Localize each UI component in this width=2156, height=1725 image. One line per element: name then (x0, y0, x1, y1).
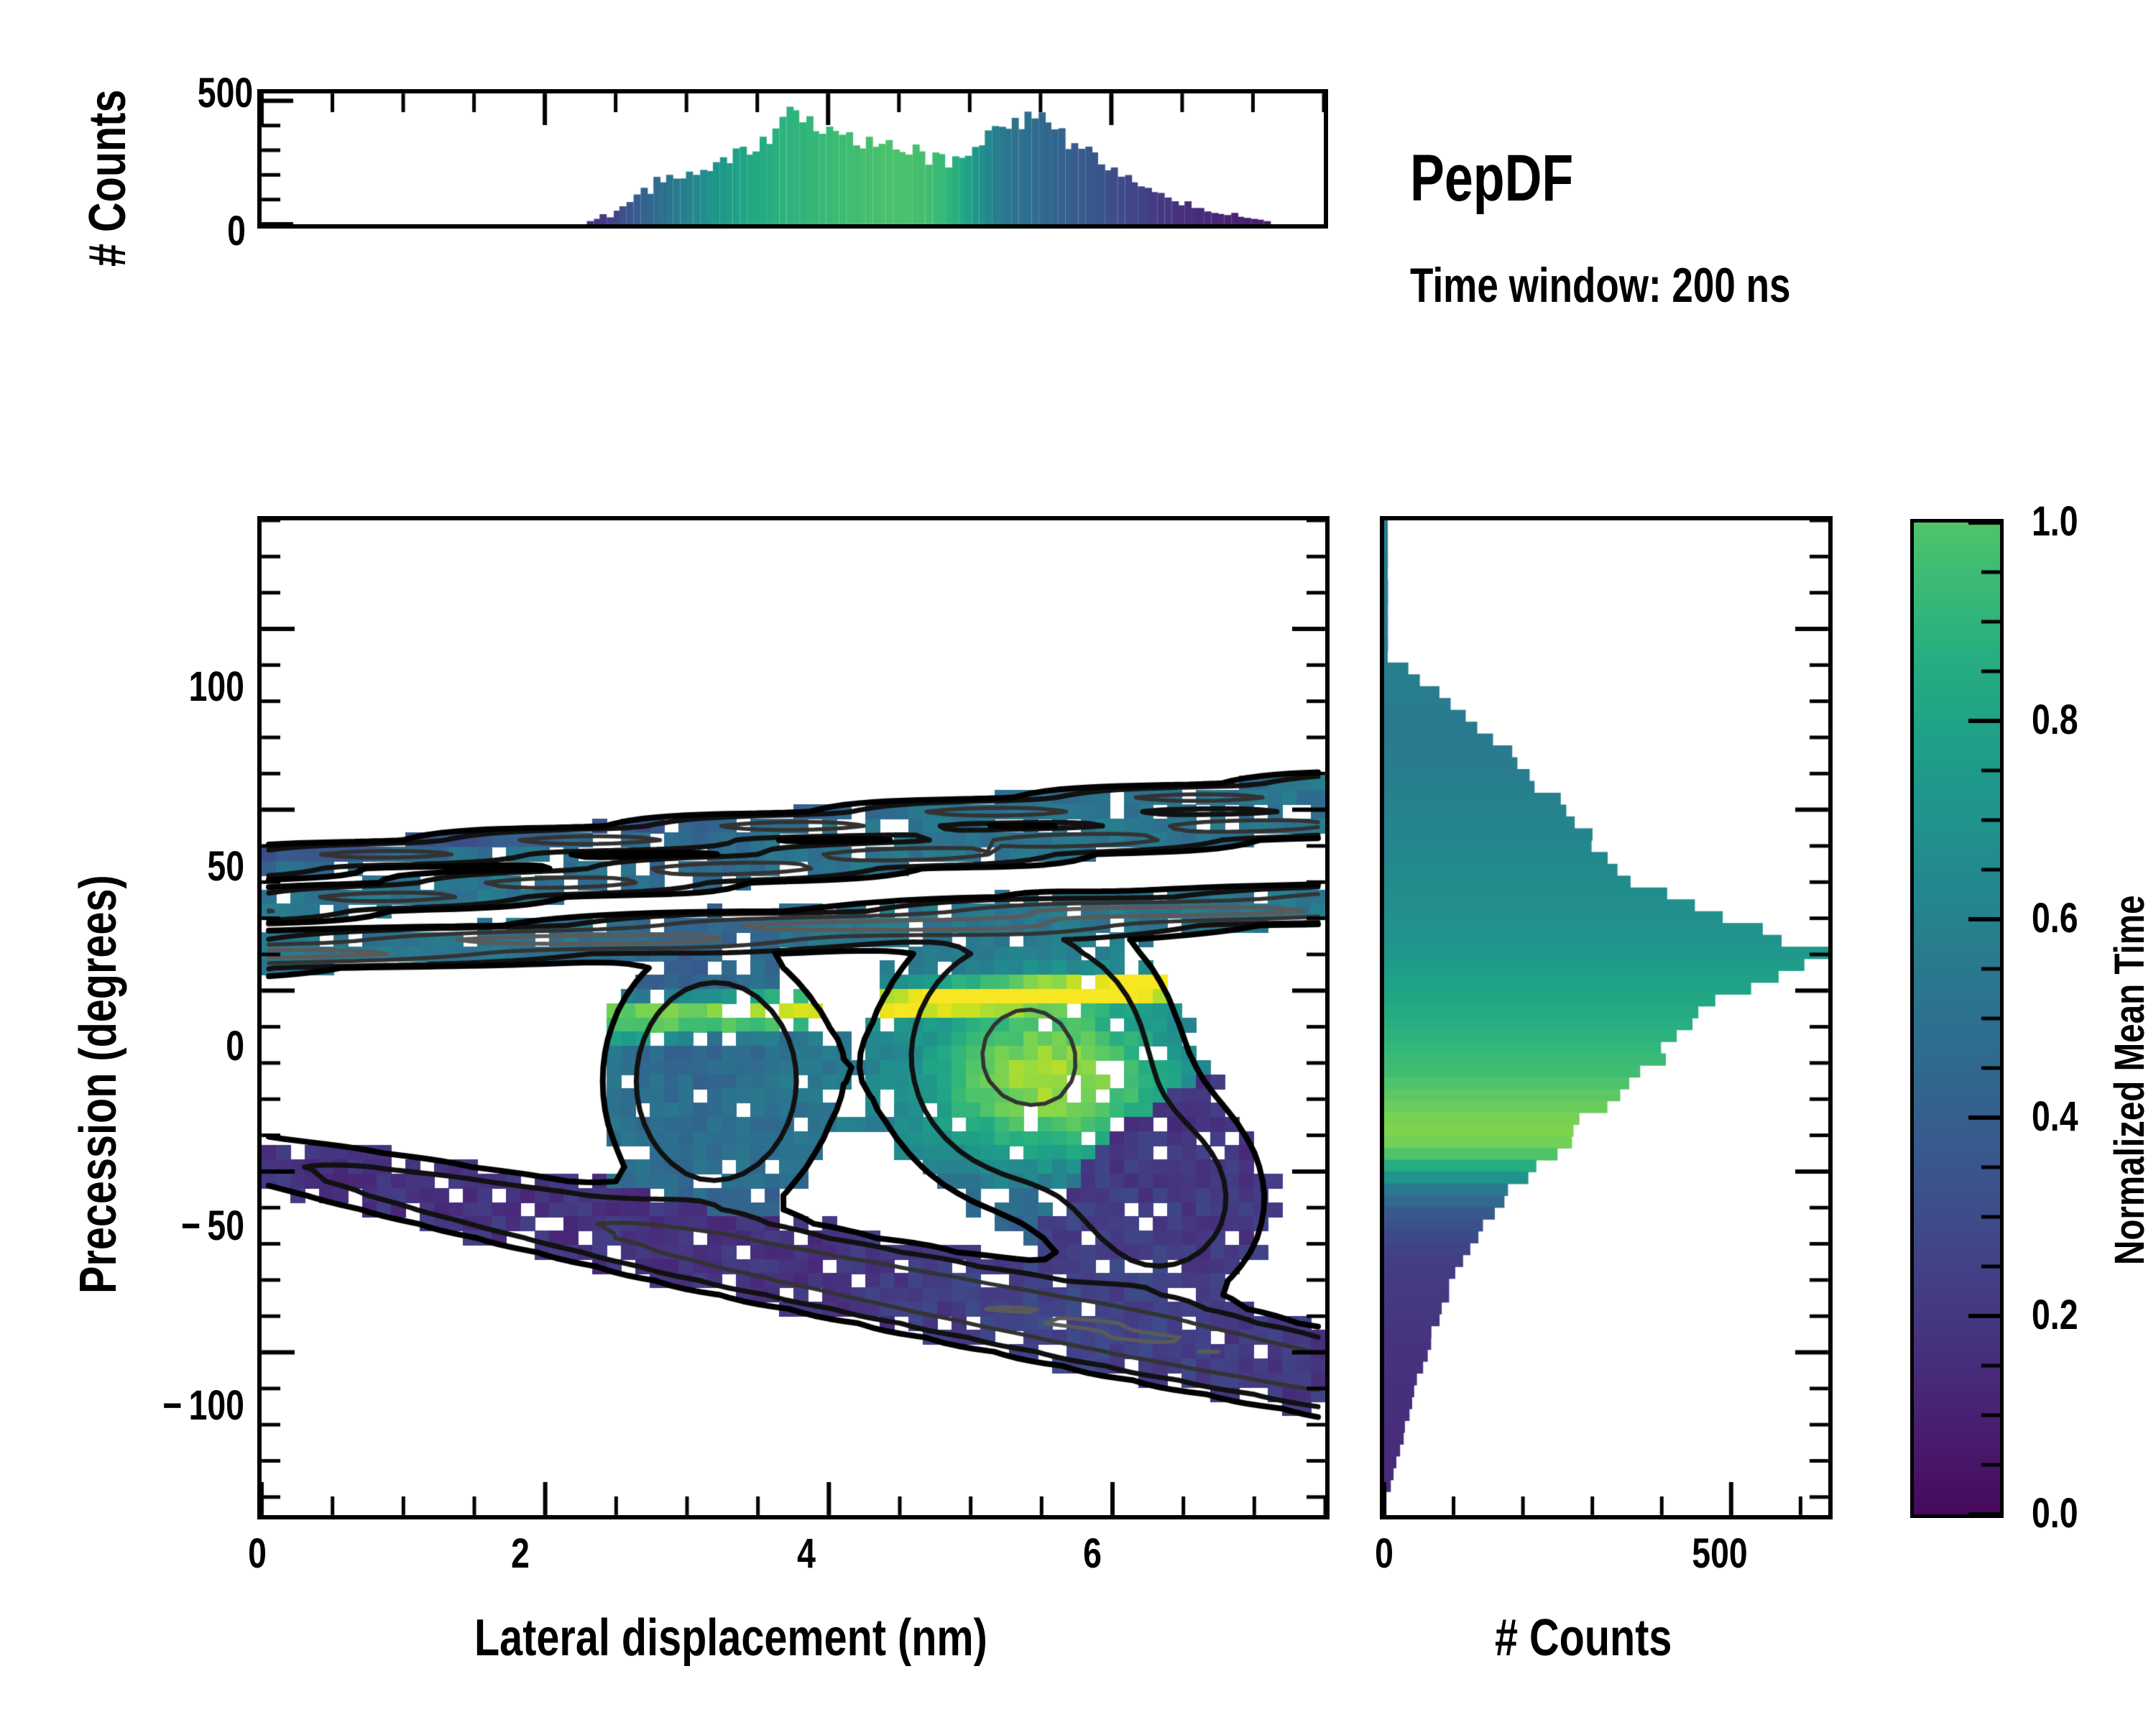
right-panel-xlabel: # Counts (1495, 1609, 1672, 1667)
colorbar-tick-0p0: 0.0 (2032, 1490, 2078, 1537)
main-xtick-6: 6 (1083, 1530, 1102, 1577)
colorbar-tick-0p8: 0.8 (2032, 696, 2078, 743)
main-heatmap-panel (257, 516, 1330, 1519)
right-histogram-canvas (1384, 520, 1828, 1515)
colorbar-tick-0p2: 0.2 (2032, 1292, 2078, 1338)
main-ytick-50: 50 (207, 843, 244, 890)
top-ytick-0: 0 (227, 208, 246, 254)
top-panel-ylabel: # Counts (79, 89, 137, 267)
figure-title: PepDF (1410, 142, 1574, 215)
main-heatmap-canvas (262, 520, 1325, 1515)
main-panel-ylabel: Precession (degrees) (70, 875, 127, 1294)
main-panel-xlabel: Lateral displacement (nm) (474, 1609, 987, 1667)
main-xtick-0: 0 (248, 1530, 267, 1577)
colorbar-tick-0p4: 0.4 (2032, 1093, 2078, 1140)
right-xtick-0: 0 (1375, 1530, 1393, 1577)
right-xtick-500: 500 (1692, 1530, 1748, 1577)
colorbar (1910, 519, 2004, 1518)
main-ytick-neg100: − 100 (162, 1382, 244, 1429)
figure-subtitle: Time window: 200 ns (1410, 258, 1791, 313)
main-ytick-100: 100 (188, 663, 244, 710)
right-marginal-histogram-panel (1380, 516, 1833, 1519)
top-marginal-histogram-panel (257, 89, 1328, 229)
colorbar-tick-1p0: 1.0 (2032, 498, 2078, 545)
main-xtick-4: 4 (797, 1530, 816, 1577)
colorbar-tick-0p6: 0.6 (2032, 895, 2078, 942)
colorbar-label: Normalized Mean Time (2106, 895, 2153, 1265)
colorbar-gradient (1914, 523, 2000, 1514)
top-ytick-500: 500 (197, 70, 254, 116)
top-histogram-canvas (262, 93, 1324, 224)
main-xtick-2: 2 (511, 1530, 530, 1577)
main-ytick-neg50: − 50 (181, 1202, 244, 1249)
main-ytick-0: 0 (226, 1023, 244, 1070)
